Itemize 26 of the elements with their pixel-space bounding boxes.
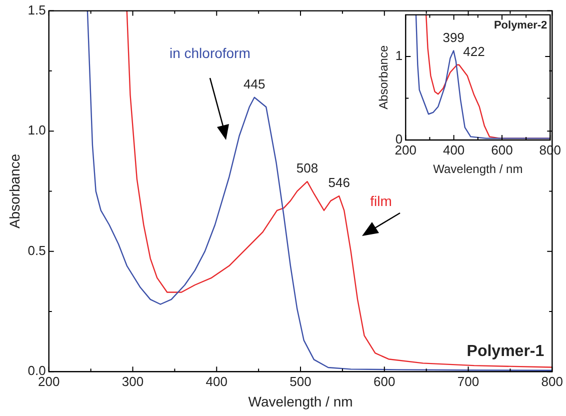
annotation: 445 bbox=[244, 76, 266, 92]
x-tick-label: 300 bbox=[122, 374, 144, 389]
y-tick-label: 0.5 bbox=[28, 242, 46, 258]
x-tick-label: 700 bbox=[457, 374, 480, 389]
text: Polymer-1 bbox=[466, 343, 544, 360]
y-tick-label: 1.0 bbox=[28, 122, 46, 138]
x-tick-label: 200 bbox=[394, 142, 416, 158]
y-tick-label: 1.5 bbox=[28, 2, 46, 18]
x-tick-label: 600 bbox=[491, 142, 513, 158]
annotation: 546 bbox=[328, 175, 350, 190]
y-tick-label: 1 bbox=[395, 48, 403, 64]
x-axis-title: Wavelength / nm bbox=[433, 162, 523, 176]
chart-title: Polymer-2 bbox=[494, 19, 548, 32]
x-axis-title: Wavelength / nm bbox=[248, 393, 353, 410]
annotation: 399 bbox=[442, 30, 464, 45]
annotation: 508 bbox=[296, 160, 318, 176]
y-axis-title: Absorbance bbox=[6, 154, 22, 229]
x-tick-label: 400 bbox=[206, 374, 228, 389]
annotation: 422 bbox=[463, 44, 485, 59]
x-tick-label: 400 bbox=[442, 142, 465, 158]
text: in chloroform bbox=[169, 44, 250, 61]
x-tick-label: 600 bbox=[374, 374, 396, 389]
series-label: film bbox=[370, 192, 392, 209]
x-tick-label: 500 bbox=[290, 374, 312, 389]
y-axis-title: Absorbance bbox=[376, 45, 391, 110]
x-tick-label: 800 bbox=[541, 374, 564, 389]
